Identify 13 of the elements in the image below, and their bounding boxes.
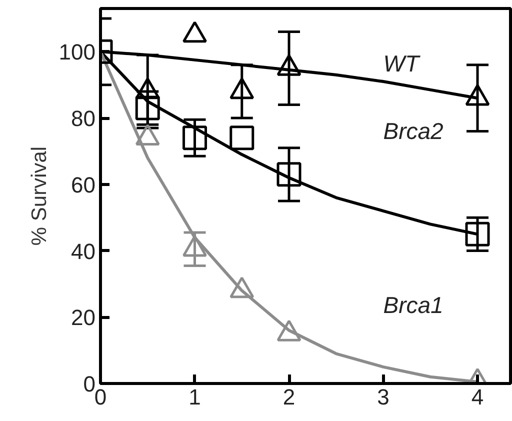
x-tick-label: 2 xyxy=(282,384,296,410)
y-tick-label: 100 xyxy=(58,40,96,65)
x-tick-label: 1 xyxy=(188,384,201,410)
annotation: Brca2 xyxy=(383,118,444,144)
y-tick-label: 80 xyxy=(71,106,96,132)
y-axis-title: % Survival xyxy=(28,146,51,246)
y-tick-label: 20 xyxy=(71,305,96,330)
x-tick-label: 3 xyxy=(377,384,390,410)
y-tick-label: 40 xyxy=(71,238,96,264)
y-tick-label: 60 xyxy=(71,172,96,198)
annotation: Brca1 xyxy=(383,292,444,318)
annotation: WT xyxy=(383,50,421,77)
x-tick-label: 4 xyxy=(471,384,484,410)
